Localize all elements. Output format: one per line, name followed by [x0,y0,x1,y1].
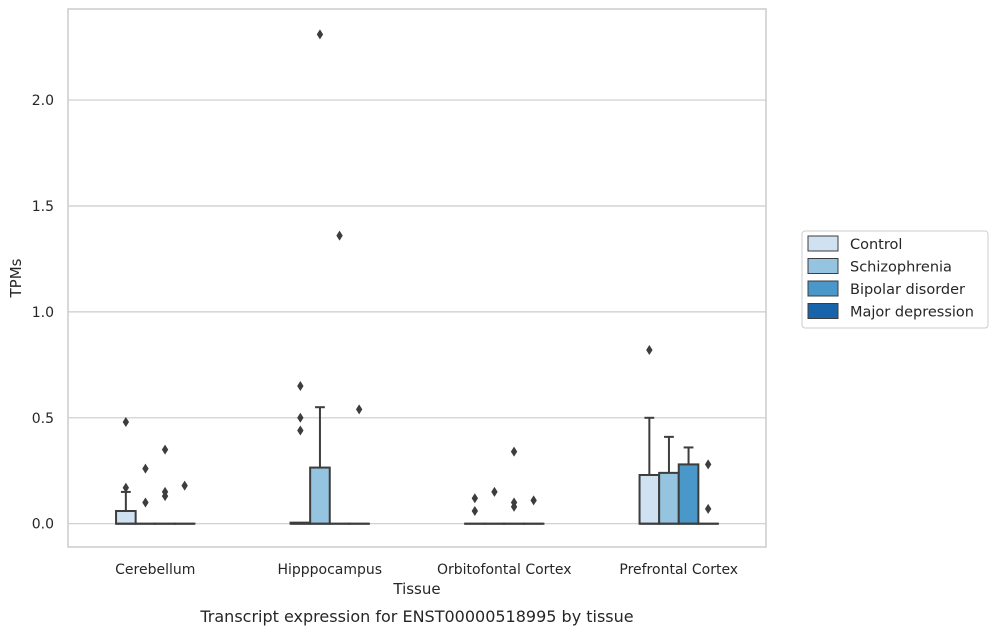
outlier-point [297,381,304,392]
box-bipolar-disorder [677,446,700,525]
box-major-depression [697,459,719,525]
box-schizophrenia [483,486,506,525]
outlier-point [471,505,479,516]
outlier-point [297,412,304,423]
legend-swatch [807,280,839,297]
box-control [289,381,312,525]
box-body [309,466,331,525]
x-axis-ticks: Cerebellum Hipppocampus Orbitofontal Corte… [115,562,738,578]
chart-caption: Transcript expression for ENST0000051899… [199,607,633,626]
box-bipolar-disorder [154,444,176,525]
box-body [638,473,661,525]
outlier-point [122,417,130,428]
box-major-depression [348,404,370,525]
outlier-point [336,230,343,241]
x-tick-label: Cerebellum [115,562,195,578]
box-control [115,417,137,525]
outlier-point [142,497,149,508]
outlier-point [530,495,537,506]
box-major-depression [173,480,196,525]
legend-label: Schizophrenia [850,260,952,276]
legend-label: Control [850,237,902,253]
box-schizophrenia [309,29,331,525]
x-tick-label: Orbitofontal Cortex [437,562,572,578]
box-body [115,509,137,525]
plot-frame [67,8,767,548]
outlier-point [471,493,479,504]
outlier-point [510,446,518,457]
legend: Control Schizophrenia Bipolar disorder Majo… [801,230,989,329]
legend-swatch [807,303,839,319]
outlier-point [510,497,518,508]
outlier-point [142,463,149,474]
outlier-point [297,425,304,436]
y-tick-label: 0.0 [32,517,54,533]
outlier-point [181,480,188,491]
outlier-point [704,459,712,470]
box-bipolar-disorder [503,446,525,525]
x-axis-title: Tissue [392,580,440,598]
outlier-point [704,503,712,514]
box-major-depression [522,495,545,525]
x-tick-label: Prefrontal Cortex [619,562,738,578]
box-schizophrenia [658,435,680,525]
legend-swatch [807,258,839,274]
outlier-point [122,482,130,493]
legend-frame [801,230,989,329]
outlier-point [161,486,169,497]
legend-label: Major depression [850,305,974,321]
y-tick-label: 0.5 [32,411,54,427]
y-tick-label: 1.0 [32,305,54,321]
outlier-point [491,486,498,497]
legend-label: Bipolar disorder [850,282,965,298]
y-tick-label: 2.0 [32,93,54,109]
legend-items: Control Schizophrenia Bipolar disorder Majo… [807,235,974,321]
y-axis-ticks: 0.0 0.5 1.0 1.5 2.0 [32,93,54,533]
outlier-point [161,444,169,455]
y-axis-title: TPMs [7,258,25,298]
boxes-layer [115,29,719,525]
outlier-point [355,404,363,415]
legend-swatch [807,235,839,252]
outlier-point [316,29,324,40]
box-body [677,463,700,525]
box-body [658,471,680,525]
plot-background [68,9,766,547]
x-tick-label: Hipppocampus [277,562,382,578]
outlier-point [646,345,653,356]
y-tick-label: 1.5 [32,199,54,215]
